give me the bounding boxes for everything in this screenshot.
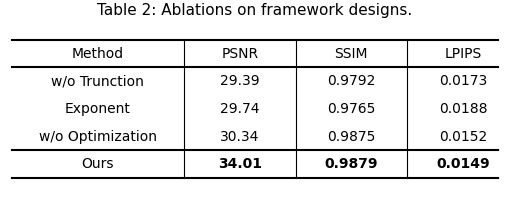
Text: w/o Trunction: w/o Trunction bbox=[51, 74, 144, 88]
Text: LPIPS: LPIPS bbox=[443, 47, 480, 61]
Text: 30.34: 30.34 bbox=[220, 130, 259, 144]
Text: 0.9765: 0.9765 bbox=[327, 102, 375, 116]
Text: 34.01: 34.01 bbox=[217, 157, 261, 171]
Text: 29.74: 29.74 bbox=[219, 102, 259, 116]
Text: Ours: Ours bbox=[81, 157, 114, 171]
Text: Exponent: Exponent bbox=[65, 102, 130, 116]
Text: 0.9879: 0.9879 bbox=[324, 157, 377, 171]
Text: 29.39: 29.39 bbox=[219, 74, 259, 88]
Text: SSIM: SSIM bbox=[334, 47, 367, 61]
Text: 0.9792: 0.9792 bbox=[327, 74, 375, 88]
Text: PSNR: PSNR bbox=[221, 47, 258, 61]
Text: Table 2: Ablations on framework designs.: Table 2: Ablations on framework designs. bbox=[97, 4, 412, 18]
Text: 0.0173: 0.0173 bbox=[438, 74, 486, 88]
Text: w/o Optimization: w/o Optimization bbox=[39, 130, 156, 144]
Text: 0.9875: 0.9875 bbox=[327, 130, 375, 144]
Text: 0.0188: 0.0188 bbox=[438, 102, 486, 116]
Text: 0.0152: 0.0152 bbox=[438, 130, 486, 144]
Text: 0.0149: 0.0149 bbox=[435, 157, 489, 171]
Text: Method: Method bbox=[72, 47, 124, 61]
